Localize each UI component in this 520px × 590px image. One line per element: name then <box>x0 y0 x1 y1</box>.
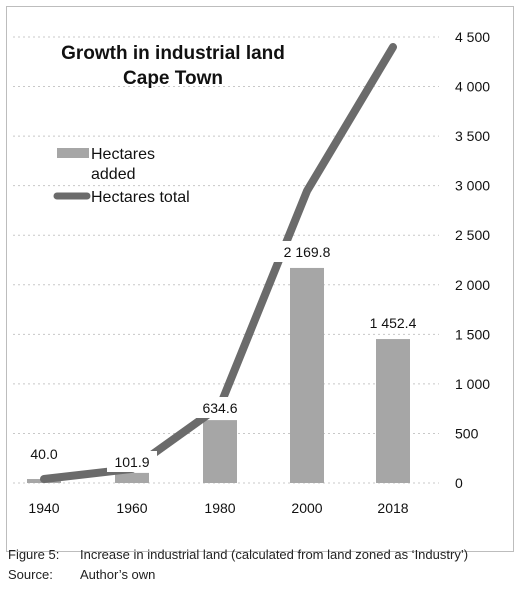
y-tick-label: 1 000 <box>455 376 490 392</box>
data-label-1940: 40.0 <box>30 446 57 462</box>
figure-label: Figure 5: <box>8 547 60 562</box>
y-tick-label: 0 <box>455 475 463 491</box>
y-tick-label: 500 <box>455 425 479 441</box>
y-tick-label: 4 000 <box>455 79 490 95</box>
data-label-1980: 634.6 <box>202 400 237 416</box>
data-label-2000: 2 169.8 <box>284 244 331 260</box>
y-tick-label: 3 500 <box>455 128 490 144</box>
data-label-bg <box>195 397 245 418</box>
data-label-1960: 101.9 <box>114 454 149 470</box>
legend-label-bar: Hectares <box>91 146 155 163</box>
data-label-bg <box>23 443 65 464</box>
x-tick-label: 1980 <box>204 500 235 516</box>
bar-2000 <box>290 267 324 483</box>
chart-title: Cape Town <box>123 68 223 89</box>
data-label-bg <box>360 312 426 333</box>
y-tick-label: 1 500 <box>455 326 490 342</box>
figure-caption-text: Increase in industrial land (calculated … <box>80 547 469 562</box>
bar-1980 <box>203 420 237 483</box>
source-label: Source: <box>8 567 53 582</box>
x-tick-label: 2018 <box>377 500 408 516</box>
legend-label-bar: added <box>91 166 136 183</box>
data-label-bg <box>274 241 340 262</box>
source-caption: Source: Author’s own <box>8 567 155 582</box>
legend-label-line: Hectares total <box>91 189 190 206</box>
x-tick-label: 1940 <box>28 500 59 516</box>
data-label-bg <box>107 451 157 472</box>
x-tick-label: 2000 <box>291 500 322 516</box>
y-tick-label: 2 500 <box>455 227 490 243</box>
bar-2018 <box>376 339 410 483</box>
y-tick-label: 3 000 <box>455 178 490 194</box>
data-label-2018: 1 452.4 <box>370 315 417 331</box>
bar-1960 <box>115 472 149 483</box>
x-tick-label: 1960 <box>116 500 147 516</box>
chart-frame: 40.0 101.9 634.6 2 169.8 1 452.4 0 500 1 000 1 … <box>6 6 514 552</box>
y-tick-label: 4 500 <box>455 29 490 45</box>
figure-caption: Figure 5: Increase in industrial land (ca… <box>8 547 468 562</box>
source-text: Author’s own <box>80 567 156 582</box>
y-tick-label: 2 000 <box>455 277 490 293</box>
chart-title: Growth in industrial land <box>61 43 285 64</box>
chart: 40.0 101.9 634.6 2 169.8 1 452.4 0 500 1 000 1 … <box>13 29 490 516</box>
legend-swatch-bar <box>57 148 89 158</box>
